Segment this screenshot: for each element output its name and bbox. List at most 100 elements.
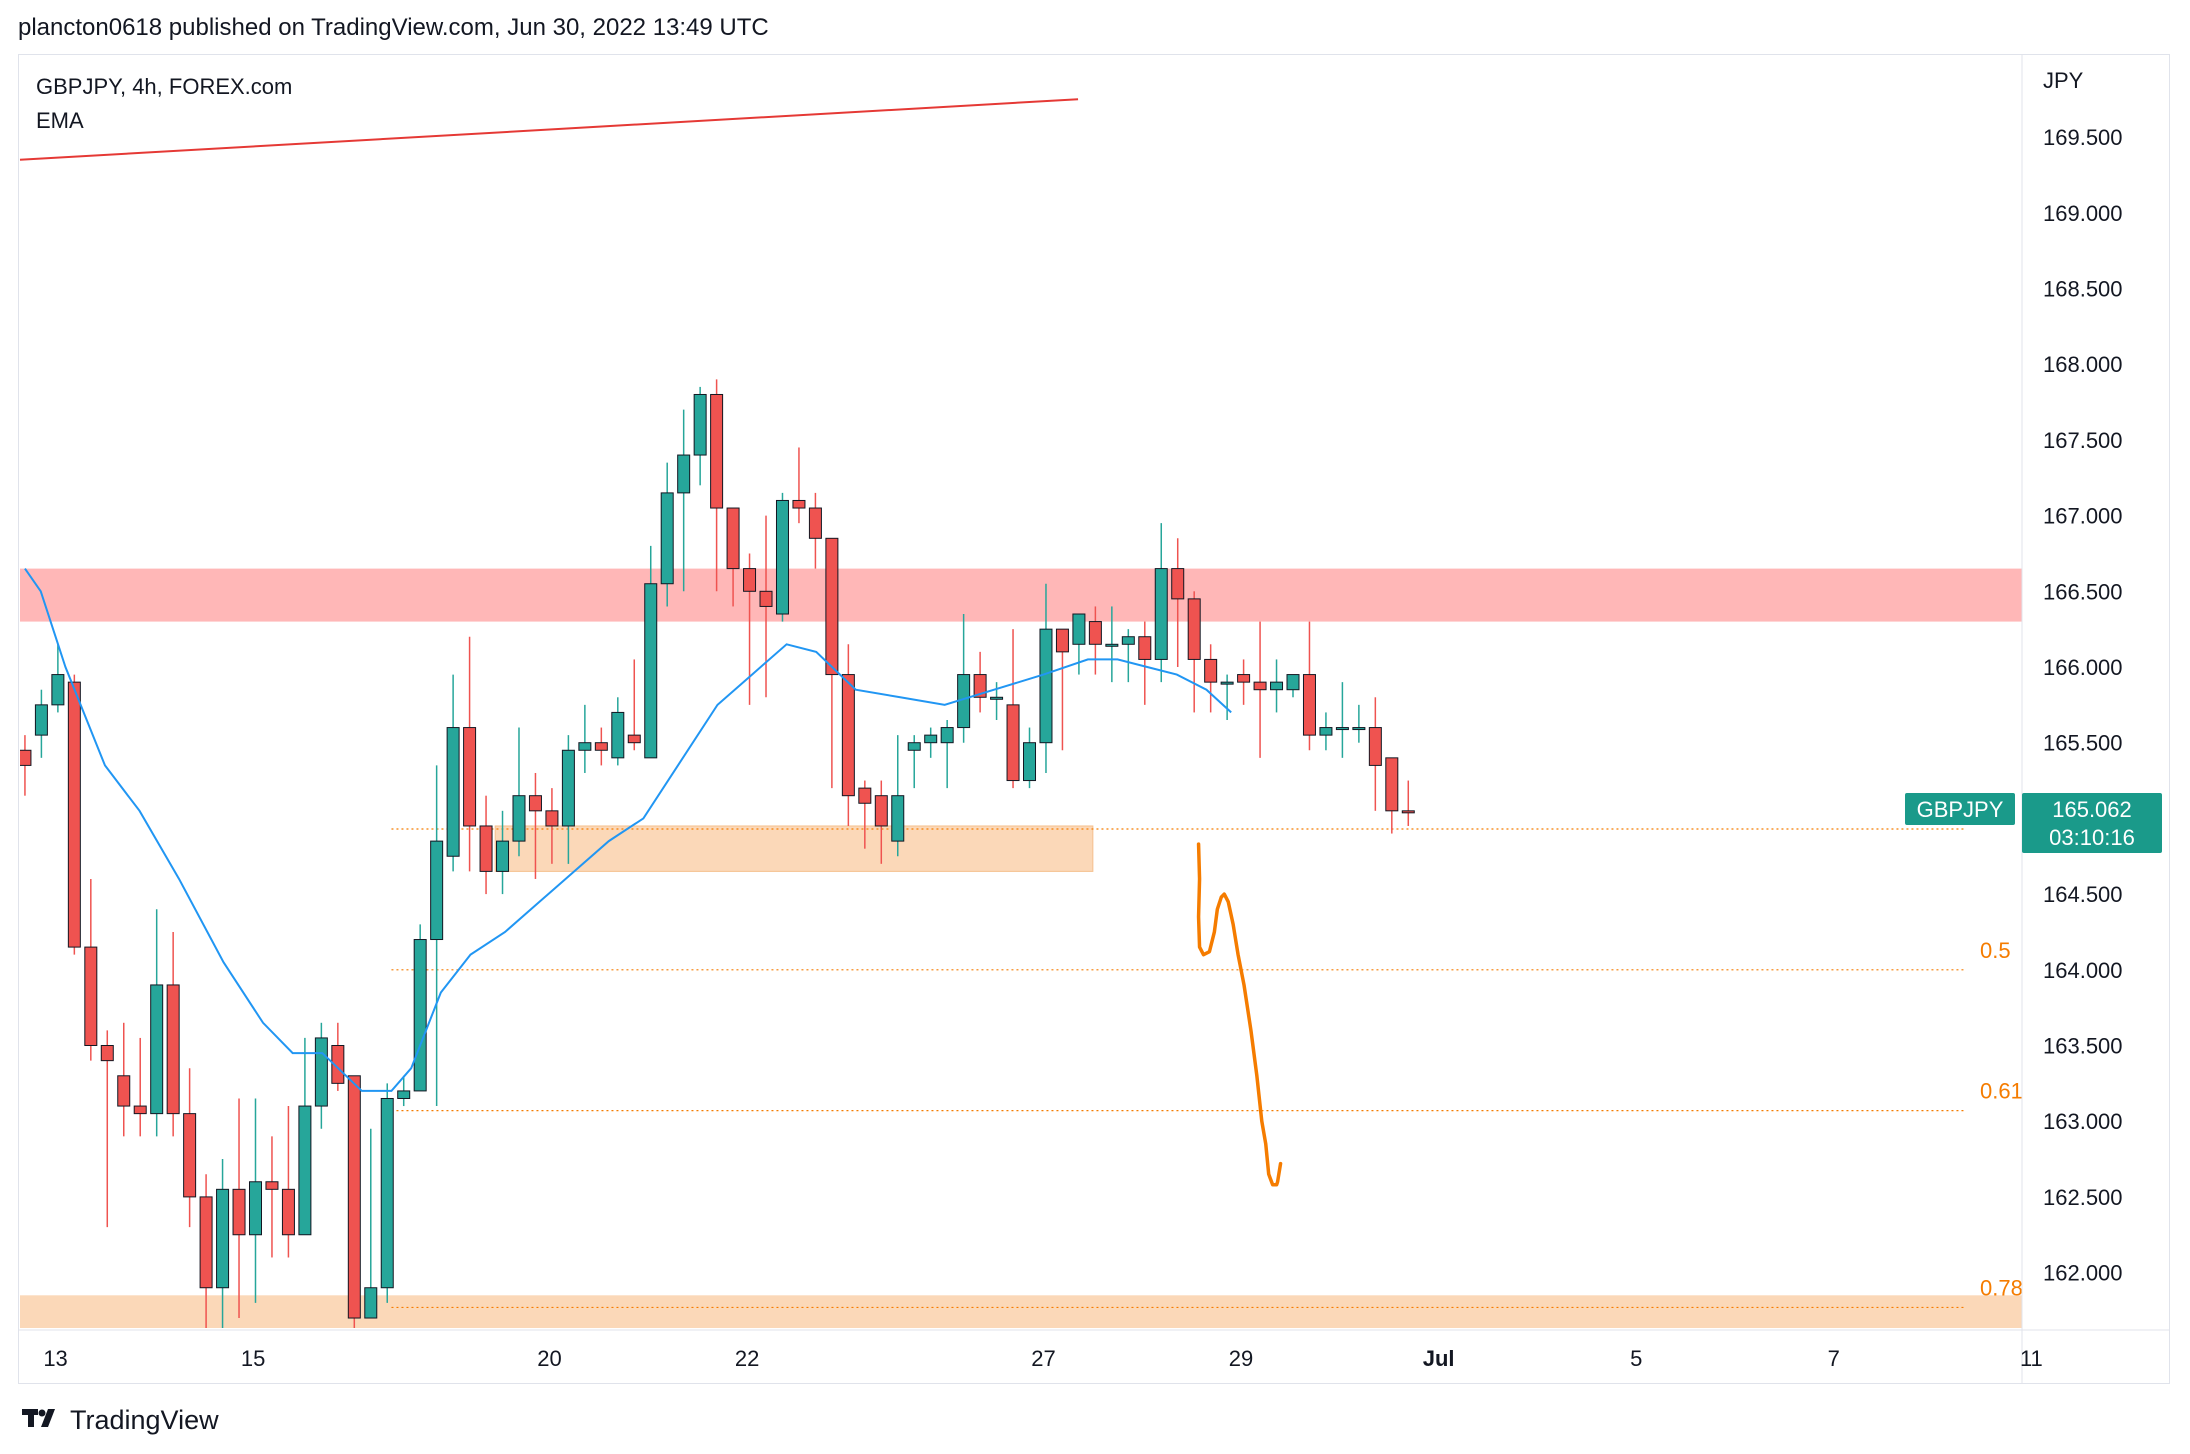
candle xyxy=(133,1037,147,1137)
candle xyxy=(545,788,559,864)
symbol-legend[interactable]: GBPJPY, 4h, FOREX.com xyxy=(36,74,293,99)
candle-body xyxy=(496,840,510,872)
candle xyxy=(973,651,987,713)
candle-body xyxy=(1072,613,1086,645)
candle-body xyxy=(331,1045,345,1084)
candle xyxy=(1385,757,1399,834)
trendline xyxy=(19,98,1079,161)
candle xyxy=(1039,583,1053,773)
candle xyxy=(1105,606,1119,683)
candle xyxy=(347,1075,361,1328)
candle xyxy=(1352,704,1366,743)
candle xyxy=(891,735,905,857)
candle xyxy=(759,515,773,698)
ema-line xyxy=(24,568,1232,1092)
candle-body xyxy=(281,1188,295,1236)
price-tick-label: 162.500 xyxy=(2043,1185,2123,1210)
candle xyxy=(51,644,65,713)
candle-body xyxy=(545,810,559,827)
candle xyxy=(1220,674,1234,720)
candle xyxy=(248,1098,262,1303)
candle-body xyxy=(1121,636,1135,645)
candle-body xyxy=(1319,727,1333,736)
candle-body xyxy=(133,1105,147,1115)
candle-body xyxy=(1352,727,1366,731)
candle-body xyxy=(841,674,855,797)
candle xyxy=(1187,591,1201,713)
candle-body xyxy=(380,1097,394,1289)
candle-body xyxy=(858,787,872,804)
symbol-tag xyxy=(1905,793,2015,826)
zone-resistance xyxy=(20,568,2022,622)
candle xyxy=(561,735,575,864)
candle-body xyxy=(1237,674,1251,683)
candle-body xyxy=(726,507,740,570)
candle xyxy=(1335,682,1349,758)
candle xyxy=(1204,644,1218,713)
candle-body xyxy=(1401,810,1415,814)
candle-body xyxy=(84,946,98,1047)
candle xyxy=(743,553,757,705)
candle-body xyxy=(594,742,608,751)
price-tick-label: 168.500 xyxy=(2043,277,2123,302)
candle xyxy=(644,545,658,759)
candle-body xyxy=(677,454,691,494)
candle-body xyxy=(166,984,180,1115)
price-tick-label: 164.000 xyxy=(2043,958,2123,983)
candle-body xyxy=(512,795,526,842)
price-tick-label: 162.000 xyxy=(2043,1261,2123,1286)
candle xyxy=(924,727,938,758)
candle-body xyxy=(1039,628,1053,744)
price-tick-label: 167.500 xyxy=(2043,428,2123,453)
candle xyxy=(528,772,542,879)
candle-body xyxy=(1055,628,1069,653)
time-tick-label: 20 xyxy=(537,1346,561,1371)
candle-body xyxy=(825,537,839,676)
candle xyxy=(463,636,477,872)
time-tick-label: 11 xyxy=(2020,1346,2043,1371)
symbol-tag-label: GBPJPY xyxy=(1917,797,2004,822)
candle-body xyxy=(1171,568,1185,600)
candle-body xyxy=(627,734,641,744)
candle xyxy=(940,719,954,789)
price-tick-label: 169.000 xyxy=(2043,201,2123,226)
candle-body xyxy=(693,393,707,456)
candle xyxy=(479,795,493,895)
candle-body xyxy=(990,696,1004,700)
candle xyxy=(1319,712,1333,751)
time-axis[interactable]: 13 15 20 22 27 29 Jul 5 7 11 xyxy=(18,1329,2170,1371)
candle-body xyxy=(1220,681,1234,685)
candle xyxy=(726,507,740,607)
candle-body xyxy=(775,499,789,615)
projection-path xyxy=(1196,842,1283,1187)
footer-brand[interactable]: TradingView xyxy=(22,1404,219,1436)
time-tick-label: 7 xyxy=(1828,1346,1840,1371)
candle xyxy=(808,492,822,569)
time-tick-label: 15 xyxy=(241,1346,265,1371)
candle-body xyxy=(1023,742,1037,782)
candle xyxy=(627,659,641,751)
price-tick-label: 163.500 xyxy=(2043,1034,2123,1059)
chart-legend: GBPJPY, 4h, FOREX.com EMA xyxy=(36,70,292,138)
candle-body xyxy=(216,1188,230,1289)
candle xyxy=(1088,606,1102,675)
price-axis[interactable]: JPY 169.500 169.000 168.500 168.000 167.500 16… xyxy=(2021,54,2123,1384)
candle xyxy=(858,780,872,849)
candle xyxy=(117,1022,131,1137)
candle-body xyxy=(759,590,773,607)
candle-body xyxy=(413,939,427,1092)
ema-legend[interactable]: EMA xyxy=(36,108,84,133)
candle-body xyxy=(1187,598,1201,660)
price-tags-layer: GBPJPY 165.062 03:10:16 xyxy=(1905,793,2162,854)
candle-body xyxy=(298,1105,312,1236)
candle xyxy=(397,1075,411,1107)
candle xyxy=(578,704,592,773)
candle-body xyxy=(397,1090,411,1099)
candle-body xyxy=(1204,658,1218,683)
candle-body xyxy=(248,1181,262,1236)
price-tick-label: 167.000 xyxy=(2043,504,2123,529)
candle xyxy=(298,1037,312,1236)
candle-body xyxy=(611,711,625,759)
time-tick-label: Jul xyxy=(1423,1346,1455,1371)
